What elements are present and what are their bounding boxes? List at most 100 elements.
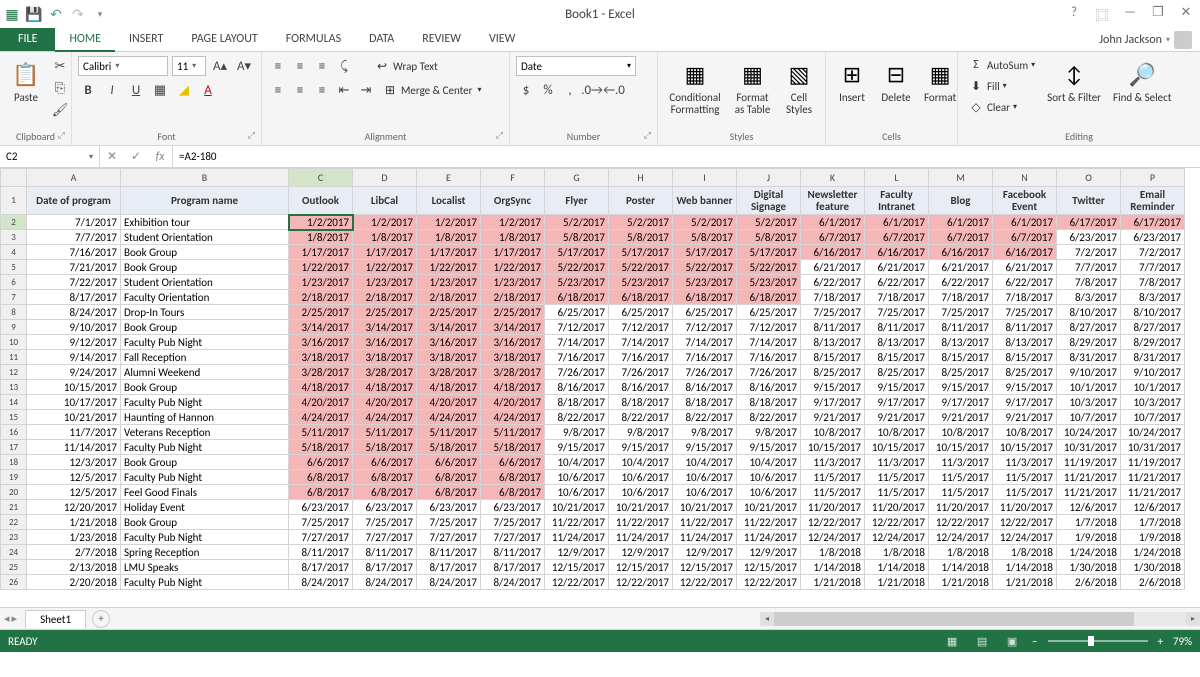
cell-D12[interactable]: 3/28/2017: [353, 365, 417, 380]
cell-F24[interactable]: 8/11/2017: [481, 545, 545, 560]
cell-L7[interactable]: 7/18/2017: [865, 290, 929, 305]
cell-F18[interactable]: 6/6/2017: [481, 455, 545, 470]
cell-F13[interactable]: 4/18/2017: [481, 380, 545, 395]
cell-G20[interactable]: 10/6/2017: [545, 485, 609, 500]
cell-A8[interactable]: 8/24/2017: [27, 305, 121, 320]
cell-I25[interactable]: 12/15/2017: [673, 560, 737, 575]
wrap-text-button[interactable]: ↩Wrap Text: [370, 57, 442, 75]
cell-G18[interactable]: 10/4/2017: [545, 455, 609, 470]
undo-icon[interactable]: ↶: [48, 6, 64, 22]
cell-O22[interactable]: 1/7/2018: [1057, 515, 1121, 530]
cell-B18[interactable]: Book Group: [121, 455, 289, 470]
cell-C3[interactable]: 1/8/2017: [289, 230, 353, 245]
cell-A4[interactable]: 7/16/2017: [27, 245, 121, 260]
cell-K11[interactable]: 8/15/2017: [801, 350, 865, 365]
header-cell[interactable]: Newsletter feature: [801, 187, 865, 215]
cell-G11[interactable]: 7/16/2017: [545, 350, 609, 365]
cell-I23[interactable]: 11/24/2017: [673, 530, 737, 545]
cell-N18[interactable]: 11/3/2017: [993, 455, 1057, 470]
cell-C26[interactable]: 8/24/2017: [289, 575, 353, 590]
cell-A25[interactable]: 2/13/2018: [27, 560, 121, 575]
cell-B24[interactable]: Spring Reception: [121, 545, 289, 560]
cell-H20[interactable]: 10/6/2017: [609, 485, 673, 500]
cell-C5[interactable]: 1/22/2017: [289, 260, 353, 275]
align-center-icon[interactable]: ≡: [290, 80, 310, 100]
dialog-launcher-icon[interactable]: ⤢: [496, 130, 503, 141]
cell-L5[interactable]: 6/21/2017: [865, 260, 929, 275]
cell-J25[interactable]: 12/15/2017: [737, 560, 801, 575]
row-header-15[interactable]: 15: [1, 410, 27, 425]
cell-E21[interactable]: 6/23/2017: [417, 500, 481, 515]
cell-L23[interactable]: 12/24/2017: [865, 530, 929, 545]
cell-A20[interactable]: 12/5/2017: [27, 485, 121, 500]
cell-J24[interactable]: 12/9/2017: [737, 545, 801, 560]
cell-M14[interactable]: 9/17/2017: [929, 395, 993, 410]
cell-N13[interactable]: 9/15/2017: [993, 380, 1057, 395]
cell-J11[interactable]: 7/16/2017: [737, 350, 801, 365]
cell-J21[interactable]: 10/21/2017: [737, 500, 801, 515]
cell-H9[interactable]: 7/12/2017: [609, 320, 673, 335]
cell-D13[interactable]: 4/18/2017: [353, 380, 417, 395]
cell-D21[interactable]: 6/23/2017: [353, 500, 417, 515]
cell-A17[interactable]: 11/14/2017: [27, 440, 121, 455]
font-name-combo[interactable]: Calibri▾: [78, 56, 168, 76]
cell-J14[interactable]: 8/18/2017: [737, 395, 801, 410]
cell-J18[interactable]: 10/4/2017: [737, 455, 801, 470]
header-cell[interactable]: Web banner: [673, 187, 737, 215]
cell-K24[interactable]: 1/8/2018: [801, 545, 865, 560]
cell-G23[interactable]: 11/24/2017: [545, 530, 609, 545]
copy-icon[interactable]: ⎘: [50, 78, 70, 98]
autosum-button[interactable]: ΣAutoSum▾: [964, 56, 1039, 74]
cell-H16[interactable]: 9/8/2017: [609, 425, 673, 440]
cell-L18[interactable]: 11/3/2017: [865, 455, 929, 470]
name-box[interactable]: C2▾: [0, 146, 100, 167]
cell-M16[interactable]: 10/8/2017: [929, 425, 993, 440]
cell-K3[interactable]: 6/7/2017: [801, 230, 865, 245]
cell-D18[interactable]: 6/6/2017: [353, 455, 417, 470]
cell-B9[interactable]: Book Group: [121, 320, 289, 335]
ribbon-tab-view[interactable]: VIEW: [475, 27, 529, 51]
font-size-combo[interactable]: 11▾: [172, 56, 206, 76]
row-header-23[interactable]: 23: [1, 530, 27, 545]
cell-G16[interactable]: 9/8/2017: [545, 425, 609, 440]
cell-M7[interactable]: 7/18/2017: [929, 290, 993, 305]
cell-O5[interactable]: 7/7/2017: [1057, 260, 1121, 275]
cell-C10[interactable]: 3/16/2017: [289, 335, 353, 350]
cell-A18[interactable]: 12/3/2017: [27, 455, 121, 470]
cell-A22[interactable]: 1/21/2018: [27, 515, 121, 530]
cell-O25[interactable]: 1/30/2018: [1057, 560, 1121, 575]
increase-font-icon[interactable]: A▴: [210, 56, 230, 76]
cell-B17[interactable]: Faculty Pub Night: [121, 440, 289, 455]
cell-O2[interactable]: 6/17/2017: [1057, 215, 1121, 230]
cell-J20[interactable]: 10/6/2017: [737, 485, 801, 500]
cell-H17[interactable]: 9/15/2017: [609, 440, 673, 455]
fill-color-icon[interactable]: ◢: [174, 80, 194, 100]
zoom-level[interactable]: 79%: [1173, 635, 1192, 648]
cell-L4[interactable]: 6/16/2017: [865, 245, 929, 260]
cell-D7[interactable]: 2/18/2017: [353, 290, 417, 305]
cell-D25[interactable]: 8/17/2017: [353, 560, 417, 575]
row-header-10[interactable]: 10: [1, 335, 27, 350]
cell-H6[interactable]: 5/23/2017: [609, 275, 673, 290]
cell-G26[interactable]: 12/22/2017: [545, 575, 609, 590]
underline-button[interactable]: U: [126, 80, 146, 100]
sheet-nav-next-icon[interactable]: ▸: [12, 612, 18, 625]
cell-H10[interactable]: 7/14/2017: [609, 335, 673, 350]
cell-C8[interactable]: 2/25/2017: [289, 305, 353, 320]
cell-G4[interactable]: 5/17/2017: [545, 245, 609, 260]
cell-G10[interactable]: 7/14/2017: [545, 335, 609, 350]
cell-E9[interactable]: 3/14/2017: [417, 320, 481, 335]
cell-M11[interactable]: 8/15/2017: [929, 350, 993, 365]
cell-A5[interactable]: 7/21/2017: [27, 260, 121, 275]
format-cells-button[interactable]: ▦Format: [920, 56, 960, 106]
cell-M17[interactable]: 10/15/2017: [929, 440, 993, 455]
cell-F8[interactable]: 2/25/2017: [481, 305, 545, 320]
cell-N5[interactable]: 6/21/2017: [993, 260, 1057, 275]
cell-N16[interactable]: 10/8/2017: [993, 425, 1057, 440]
cell-H21[interactable]: 10/21/2017: [609, 500, 673, 515]
ribbon-tab-home[interactable]: HOME: [55, 28, 115, 52]
cell-P22[interactable]: 1/7/2018: [1121, 515, 1185, 530]
cell-G9[interactable]: 7/12/2017: [545, 320, 609, 335]
cell-G6[interactable]: 5/23/2017: [545, 275, 609, 290]
ribbon-tab-page-layout[interactable]: PAGE LAYOUT: [177, 27, 271, 51]
